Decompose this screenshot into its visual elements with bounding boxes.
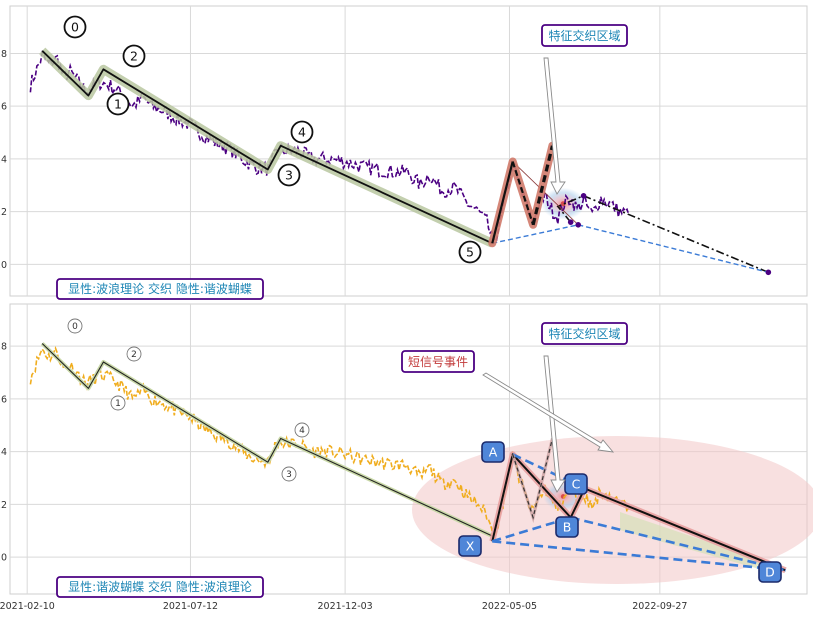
zone-label-box	[541, 322, 628, 345]
text-layer: 101214161810121416182021-02-102021-07-12…	[0, 49, 687, 612]
forecast-point-marker	[567, 219, 574, 225]
zone-arrow	[543, 355, 566, 493]
forecast-point-marker	[580, 193, 587, 199]
harmonic-point-box	[481, 441, 505, 463]
harmonic-point-label: B	[563, 520, 572, 535]
panel-caption-text: 显性:波浪理论 交织 隐性:谐波蝴蝶	[68, 281, 252, 296]
wave-label-circle	[290, 120, 314, 144]
sell-zigzag-leg-3	[531, 145, 554, 226]
panel-caption-box	[56, 278, 264, 300]
wave-label-circle	[126, 346, 142, 362]
y-tick-label: 16	[0, 394, 7, 405]
wave-line	[41, 343, 493, 537]
x-tick-label: 2021-07-12	[163, 601, 218, 612]
wave-label-circle	[122, 44, 146, 68]
forecast-point-marker	[575, 222, 582, 228]
data-layer	[29, 47, 787, 574]
wave-label-text: 3	[286, 470, 292, 480]
grid-layer	[9, 5, 808, 595]
y-tick-label: 12	[0, 207, 7, 218]
zone-label-text: 特征交织区域	[548, 28, 620, 43]
y-tick-label: 14	[0, 447, 7, 458]
harmonic-point-label: A	[489, 445, 498, 460]
zone-arrow	[543, 57, 566, 195]
thin-connector-line	[512, 161, 579, 226]
zone-label-text: 特征交织区域	[548, 326, 620, 341]
zone-label-box	[541, 24, 628, 47]
y-tick-label: 14	[0, 154, 7, 165]
harmonic-point-box	[555, 516, 579, 538]
event-label-text: 短信号事件	[408, 355, 468, 369]
forecast-dashdot-line	[556, 194, 769, 274]
wave-label-text: 2	[130, 49, 138, 64]
y-tick-label: 10	[0, 553, 7, 564]
panel-caption-box	[56, 576, 264, 598]
y-tick-label: 18	[0, 342, 7, 353]
wave-label-text: 3	[285, 168, 293, 183]
wave-label-circle	[63, 15, 87, 39]
harmonic-ratio-line	[570, 516, 786, 572]
wave-label-text: 4	[298, 125, 306, 140]
wave-label-text: 1	[114, 97, 122, 112]
wave-label-circle	[294, 422, 310, 438]
wave-label-text: 5	[466, 245, 474, 260]
harmonic-wedge-fill	[620, 512, 770, 572]
y-tick-label: 18	[0, 49, 7, 60]
harmonic-point-box	[758, 561, 782, 583]
x-tick-label: 2021-12-03	[318, 601, 373, 612]
wave-line	[41, 50, 493, 245]
y-tick-label: 12	[0, 500, 7, 511]
x-tick-label: 2022-05-05	[482, 601, 537, 612]
harmonic-ratio-line	[492, 539, 786, 572]
faint-zigzag	[512, 438, 553, 520]
wave-label-text: 4	[299, 426, 305, 436]
wave-label-circle	[67, 318, 83, 334]
harmonic-point-label: D	[765, 565, 775, 580]
harmonic-point-label: X	[466, 539, 475, 554]
x-tick-label: 2022-09-27	[632, 601, 687, 612]
forecast-dash-line	[492, 224, 769, 273]
harmonic-point-box	[458, 535, 482, 557]
fill-layer	[412, 187, 813, 584]
sell-zigzag-leg-1	[491, 161, 514, 244]
wave-label-text: 0	[71, 20, 79, 35]
x-tick-label: 2021-02-10	[0, 601, 55, 612]
wave-label-text: 0	[72, 322, 78, 332]
wave-label-circle	[458, 240, 482, 264]
event-arrow	[482, 372, 615, 453]
harmonic-point-box	[564, 473, 588, 495]
wave-label-text: 2	[131, 350, 137, 360]
wave-label-circle	[281, 466, 297, 482]
wave-label-circle	[106, 92, 130, 116]
panel-caption-text: 显性:谐波蝴蝶 交织 隐性:波浪理论	[68, 579, 252, 594]
wave-label-circle	[110, 395, 126, 411]
wave-label-text: 1	[115, 399, 121, 409]
sell-zigzag-leg-2	[511, 161, 535, 226]
y-tick-label: 16	[0, 102, 7, 113]
wave-label-circle	[277, 163, 301, 187]
y-tick-label: 10	[0, 260, 7, 271]
event-label-box	[401, 350, 475, 373]
forecast-point-marker	[765, 269, 772, 276]
harmonic-point-label: C	[572, 477, 581, 492]
